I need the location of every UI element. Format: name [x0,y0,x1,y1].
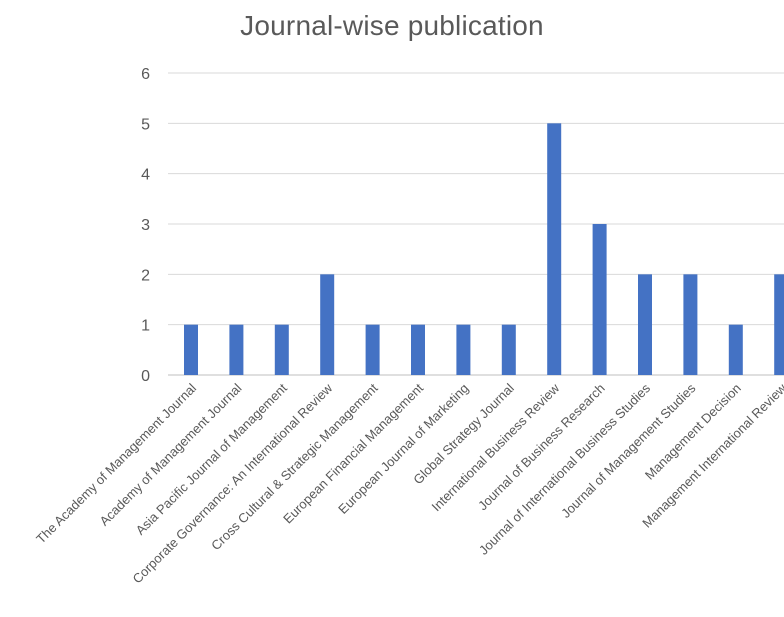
bar [411,324,425,375]
y-tick-label: 0 [141,368,150,385]
bar [274,324,289,375]
bar [728,324,743,375]
y-tick-label: 6 [141,66,150,83]
y-tick-label: 3 [141,217,150,234]
bar [456,324,471,375]
y-axis-ticks: 0 1 2 3 4 5 6 [141,66,150,385]
bar [184,324,198,375]
bar [592,224,607,375]
bar [683,274,698,375]
x-axis-labels: The Academy of Management JournalAcademy… [33,380,784,586]
bar [547,123,562,375]
x-category-label: Cross Cultural & Strategic Management [208,380,381,553]
bar [501,324,516,375]
y-tick-label: 2 [141,267,150,284]
y-tick-label: 5 [141,116,150,133]
bars [184,123,784,375]
bar [638,274,652,375]
bar [774,274,784,375]
y-tick-label: 1 [141,318,150,335]
bar [365,324,380,375]
gridlines [168,72,784,376]
x-category-label: Journal of International Business Studie… [476,380,654,558]
bar [229,324,244,375]
bar [320,274,335,375]
chart-title: Journal-wise publication [240,10,544,41]
y-tick-label: 4 [141,167,150,184]
x-category-label: The Academy of Management Journal [33,380,199,546]
